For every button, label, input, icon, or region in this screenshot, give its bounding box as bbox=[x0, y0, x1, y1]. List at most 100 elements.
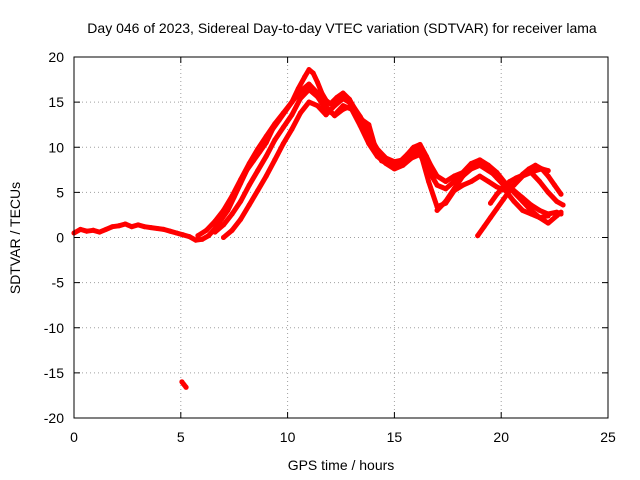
data-point bbox=[537, 179, 543, 184]
data-point bbox=[443, 179, 449, 184]
x-axis-label: GPS time / hours bbox=[288, 457, 395, 473]
data-point bbox=[468, 179, 474, 184]
data-point bbox=[297, 96, 303, 101]
data-point bbox=[520, 172, 526, 178]
data-point bbox=[560, 202, 566, 208]
data-point bbox=[180, 232, 186, 238]
y-tick-label: -15 bbox=[44, 365, 64, 381]
data-point bbox=[417, 148, 423, 154]
data-point bbox=[280, 124, 286, 130]
data-point bbox=[426, 179, 432, 184]
data-point bbox=[246, 161, 252, 166]
data-point bbox=[255, 146, 261, 152]
data-point bbox=[332, 103, 338, 109]
plot-frame bbox=[73, 56, 609, 419]
data-point bbox=[374, 153, 380, 159]
data-point bbox=[84, 228, 90, 234]
data-point bbox=[383, 161, 389, 166]
data-point bbox=[400, 162, 406, 168]
data-point bbox=[272, 137, 278, 143]
data-point bbox=[481, 224, 487, 230]
data-point bbox=[289, 126, 295, 132]
data-point bbox=[391, 166, 397, 172]
data-point bbox=[323, 112, 329, 118]
data-point bbox=[545, 189, 551, 195]
data-point bbox=[500, 184, 506, 190]
y-tick-label: -10 bbox=[44, 320, 64, 336]
y-tick-label: -20 bbox=[44, 410, 64, 426]
data-point bbox=[349, 101, 355, 107]
data-point bbox=[255, 188, 261, 194]
data-point bbox=[135, 222, 141, 228]
y-tick-labels: -20 -15 -10 -5 0 5 10 15 20 bbox=[44, 49, 64, 426]
data-point bbox=[122, 221, 128, 227]
data-point bbox=[199, 236, 205, 242]
data-point bbox=[77, 226, 83, 232]
data-point bbox=[411, 144, 417, 150]
data-point bbox=[500, 197, 506, 203]
data-point bbox=[417, 142, 423, 147]
data-point bbox=[334, 95, 340, 101]
data-point bbox=[526, 170, 532, 175]
data-point bbox=[513, 175, 519, 181]
data-point bbox=[488, 200, 493, 206]
x-tick-label: 0 bbox=[70, 429, 78, 445]
data-point bbox=[154, 226, 160, 231]
data-point bbox=[297, 88, 303, 94]
data-point bbox=[409, 150, 414, 156]
data-point bbox=[297, 110, 303, 116]
data-point bbox=[116, 223, 122, 229]
data-point bbox=[315, 94, 320, 100]
data-point bbox=[263, 173, 269, 179]
data-point bbox=[443, 198, 449, 204]
data-point bbox=[306, 67, 312, 73]
data-point bbox=[383, 155, 389, 161]
y-tick-label: 20 bbox=[48, 49, 64, 65]
data-point bbox=[545, 213, 551, 219]
y-axis-label: SDTVAR / TECUs bbox=[7, 182, 23, 294]
data-point bbox=[221, 222, 226, 228]
data-point bbox=[280, 110, 286, 116]
data-point bbox=[434, 173, 440, 179]
data-point bbox=[340, 96, 346, 101]
data-point bbox=[129, 224, 135, 230]
data-point bbox=[238, 216, 244, 222]
data-point bbox=[315, 103, 320, 109]
data-point bbox=[434, 207, 440, 213]
y-tick-label: 0 bbox=[56, 230, 64, 246]
data-point bbox=[167, 228, 173, 234]
data-point bbox=[203, 227, 209, 233]
data-point bbox=[374, 146, 380, 152]
data-point bbox=[97, 229, 103, 235]
data-point bbox=[532, 168, 538, 174]
data-point bbox=[451, 186, 457, 192]
data-point bbox=[488, 215, 493, 221]
data-point bbox=[246, 202, 252, 208]
data-point bbox=[306, 87, 312, 92]
data-point bbox=[494, 191, 500, 197]
data-point bbox=[366, 141, 372, 147]
data-point bbox=[426, 159, 432, 165]
x-tick-label: 10 bbox=[280, 429, 296, 445]
data-point bbox=[460, 173, 466, 179]
data-point bbox=[477, 159, 483, 165]
data-point bbox=[340, 90, 346, 96]
data-point bbox=[315, 79, 320, 85]
data-point bbox=[528, 211, 534, 217]
data-point bbox=[289, 99, 295, 105]
series-line-trace-f bbox=[488, 166, 551, 206]
data-point bbox=[357, 114, 363, 120]
data-point bbox=[558, 191, 564, 197]
data-point bbox=[289, 112, 295, 118]
data-point bbox=[434, 182, 440, 188]
y-tick-label: -5 bbox=[52, 275, 65, 291]
data-point bbox=[552, 182, 558, 188]
data-point bbox=[532, 162, 538, 168]
data-point bbox=[221, 235, 226, 240]
data-point bbox=[280, 141, 286, 147]
data-point bbox=[537, 215, 543, 221]
data-point bbox=[507, 179, 513, 184]
y-tick-label: 15 bbox=[48, 94, 64, 110]
data-point bbox=[229, 227, 235, 233]
